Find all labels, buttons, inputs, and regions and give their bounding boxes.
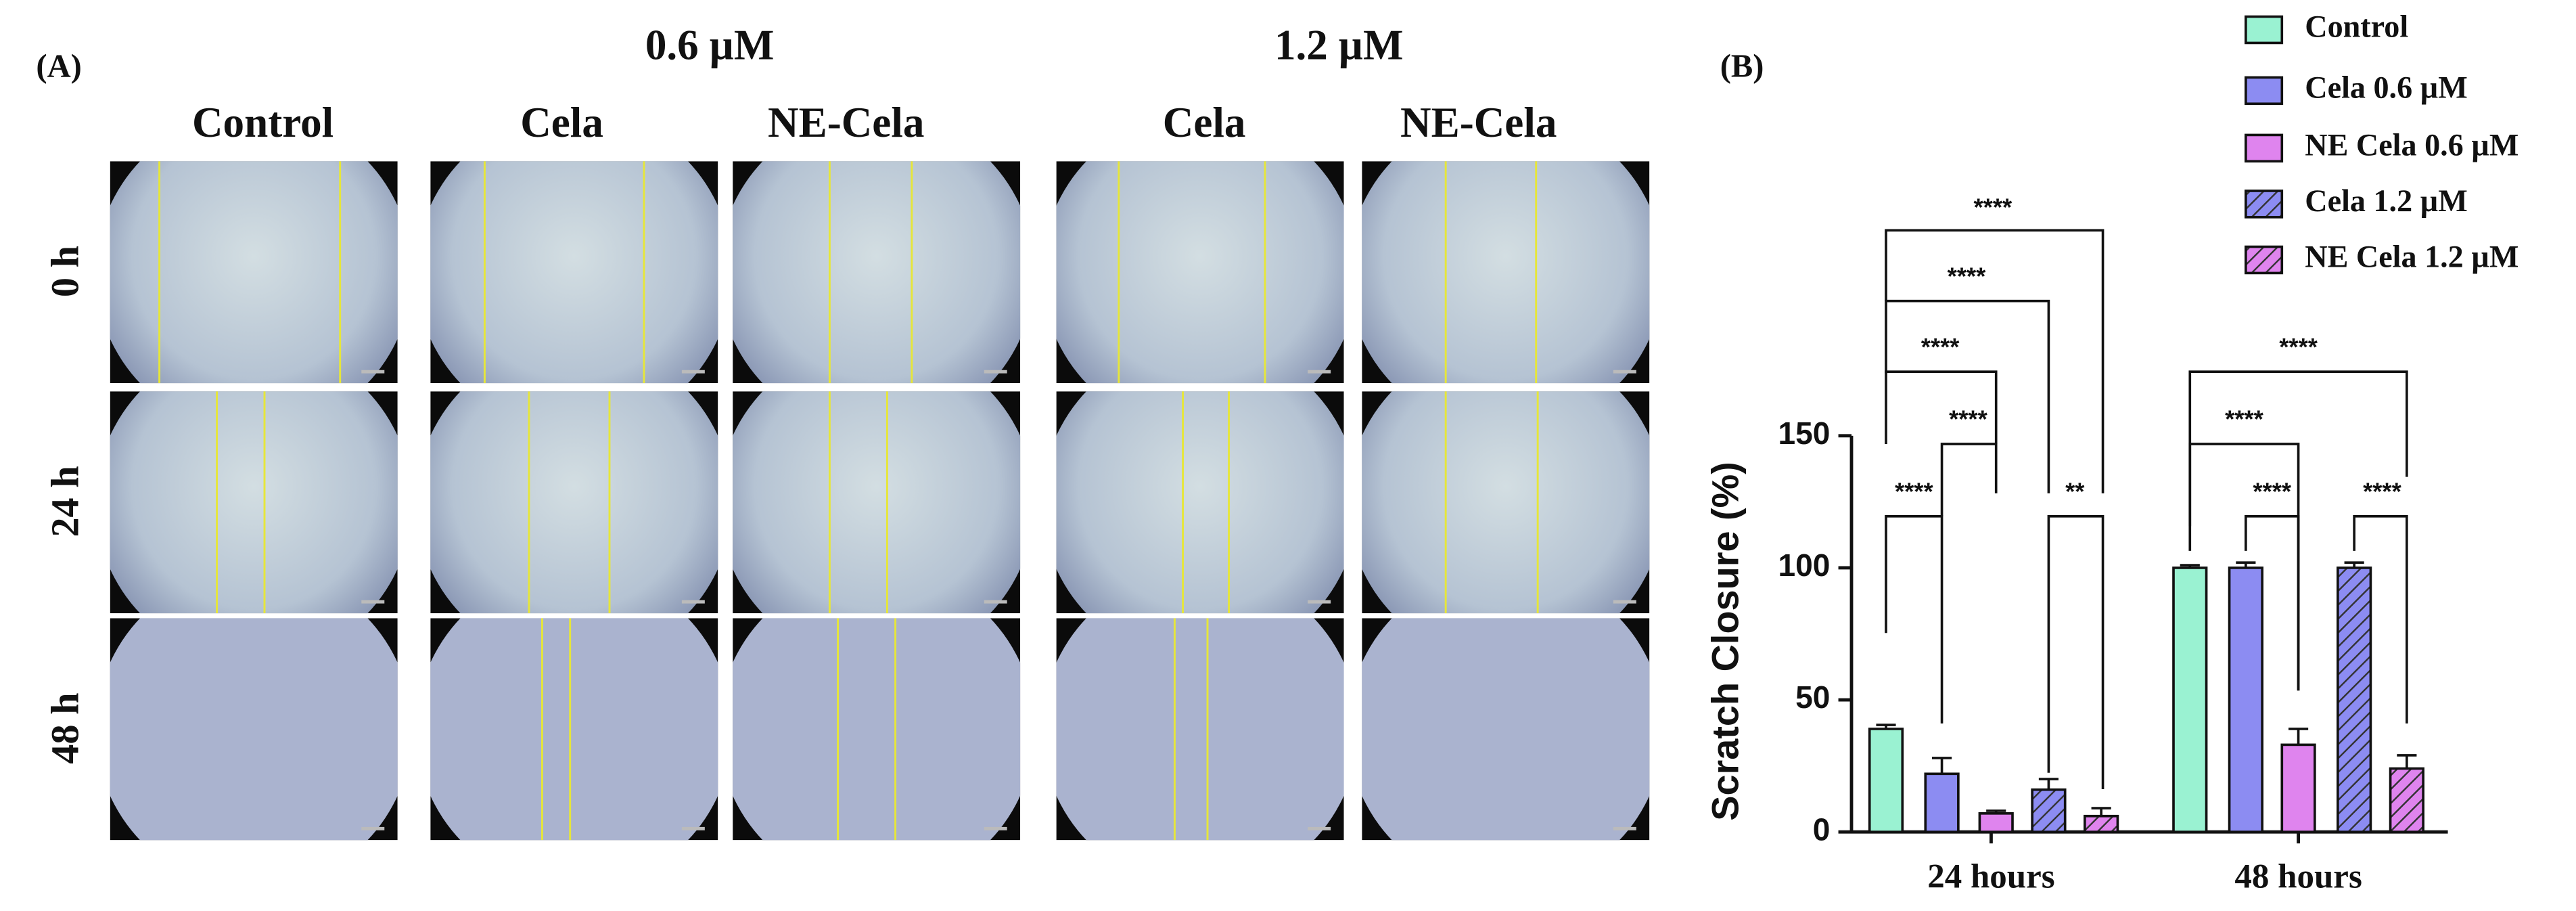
micrograph [1056, 618, 1344, 841]
micrograph [110, 391, 398, 614]
legend-label: Cela 0.6 µM [2305, 70, 2468, 104]
legend-swatch [2245, 245, 2284, 275]
significance-label: **** [2225, 405, 2264, 433]
y-tick-label: 50 [1795, 680, 1830, 715]
bar [2389, 767, 2424, 833]
micrograph [1056, 391, 1344, 614]
micrograph [733, 161, 1021, 384]
significance-bracket [2353, 515, 2408, 724]
significance-bracket [1940, 443, 1998, 516]
panel-label: (B) [1720, 47, 1764, 84]
bar [2337, 566, 2372, 833]
column-header: Cela [520, 99, 603, 146]
column-header: Cela [1163, 99, 1246, 146]
micrograph [430, 161, 718, 384]
micrograph [1362, 391, 1650, 614]
legend-swatch [2245, 133, 2284, 163]
micrograph [1056, 161, 1344, 384]
legend-swatch [2245, 15, 2284, 45]
row-label: 24 h [43, 466, 87, 537]
significance-bracket [2245, 515, 2300, 691]
legend-label: Control [2305, 9, 2408, 44]
micrograph [1362, 618, 1650, 841]
y-tick-label: 150 [1778, 416, 1830, 451]
panel-label: (A) [36, 47, 81, 84]
bar [2084, 814, 2119, 833]
y-tick-label: 100 [1778, 548, 1830, 583]
legend-label: NE Cela 0.6 µM [2305, 127, 2518, 162]
significance-label: **** [1895, 477, 1934, 505]
y-axis-title: Scratch Closure (%) [1704, 462, 1747, 821]
significance-label: **** [2279, 333, 2318, 361]
significance-label: **** [1921, 333, 1960, 361]
significance-label: **** [1949, 405, 1988, 433]
significance-bracket [2047, 515, 2104, 789]
micrograph [430, 391, 718, 614]
legend-label: NE Cela 1.2 µM [2305, 240, 2518, 274]
micrograph [430, 618, 718, 841]
legend-swatch [2245, 76, 2284, 106]
row-label: 48 h [43, 693, 87, 764]
concentration-label: 0.6 µM [645, 22, 775, 69]
bar [2172, 566, 2208, 833]
bar [1924, 772, 1960, 833]
legend-label: Cela 1.2 µM [2305, 183, 2468, 218]
x-tick-label: 24 hours [1927, 858, 2054, 895]
significance-bracket [1885, 299, 2050, 493]
bar [2031, 788, 2067, 833]
significance-bracket [1885, 515, 1944, 724]
bar [1868, 728, 1904, 833]
significance-bracket [1885, 370, 1998, 444]
significance-label: **** [2253, 477, 2292, 505]
significance-label: ** [2065, 477, 2085, 505]
row-label: 0 h [43, 246, 87, 297]
column-header: NE-Cela [768, 99, 924, 146]
bar [2280, 743, 2316, 833]
bar [1978, 812, 2014, 833]
micrograph [1362, 161, 1650, 384]
concentration-label: 1.2 µM [1274, 22, 1404, 69]
micrograph [733, 618, 1021, 841]
x-tick-label: 48 hours [2234, 858, 2362, 895]
significance-label: **** [2363, 477, 2402, 505]
bar [2228, 566, 2263, 833]
y-tick-label: 0 [1813, 812, 1831, 847]
column-header: Control [192, 99, 334, 146]
significance-label: **** [1948, 262, 1987, 290]
significance-bracket [1885, 229, 2104, 493]
significance-label: **** [1974, 193, 2013, 221]
micrograph [110, 161, 398, 384]
column-header: NE-Cela [1400, 99, 1557, 146]
micrograph [110, 618, 398, 841]
micrograph [733, 391, 1021, 614]
legend-swatch [2245, 190, 2284, 219]
